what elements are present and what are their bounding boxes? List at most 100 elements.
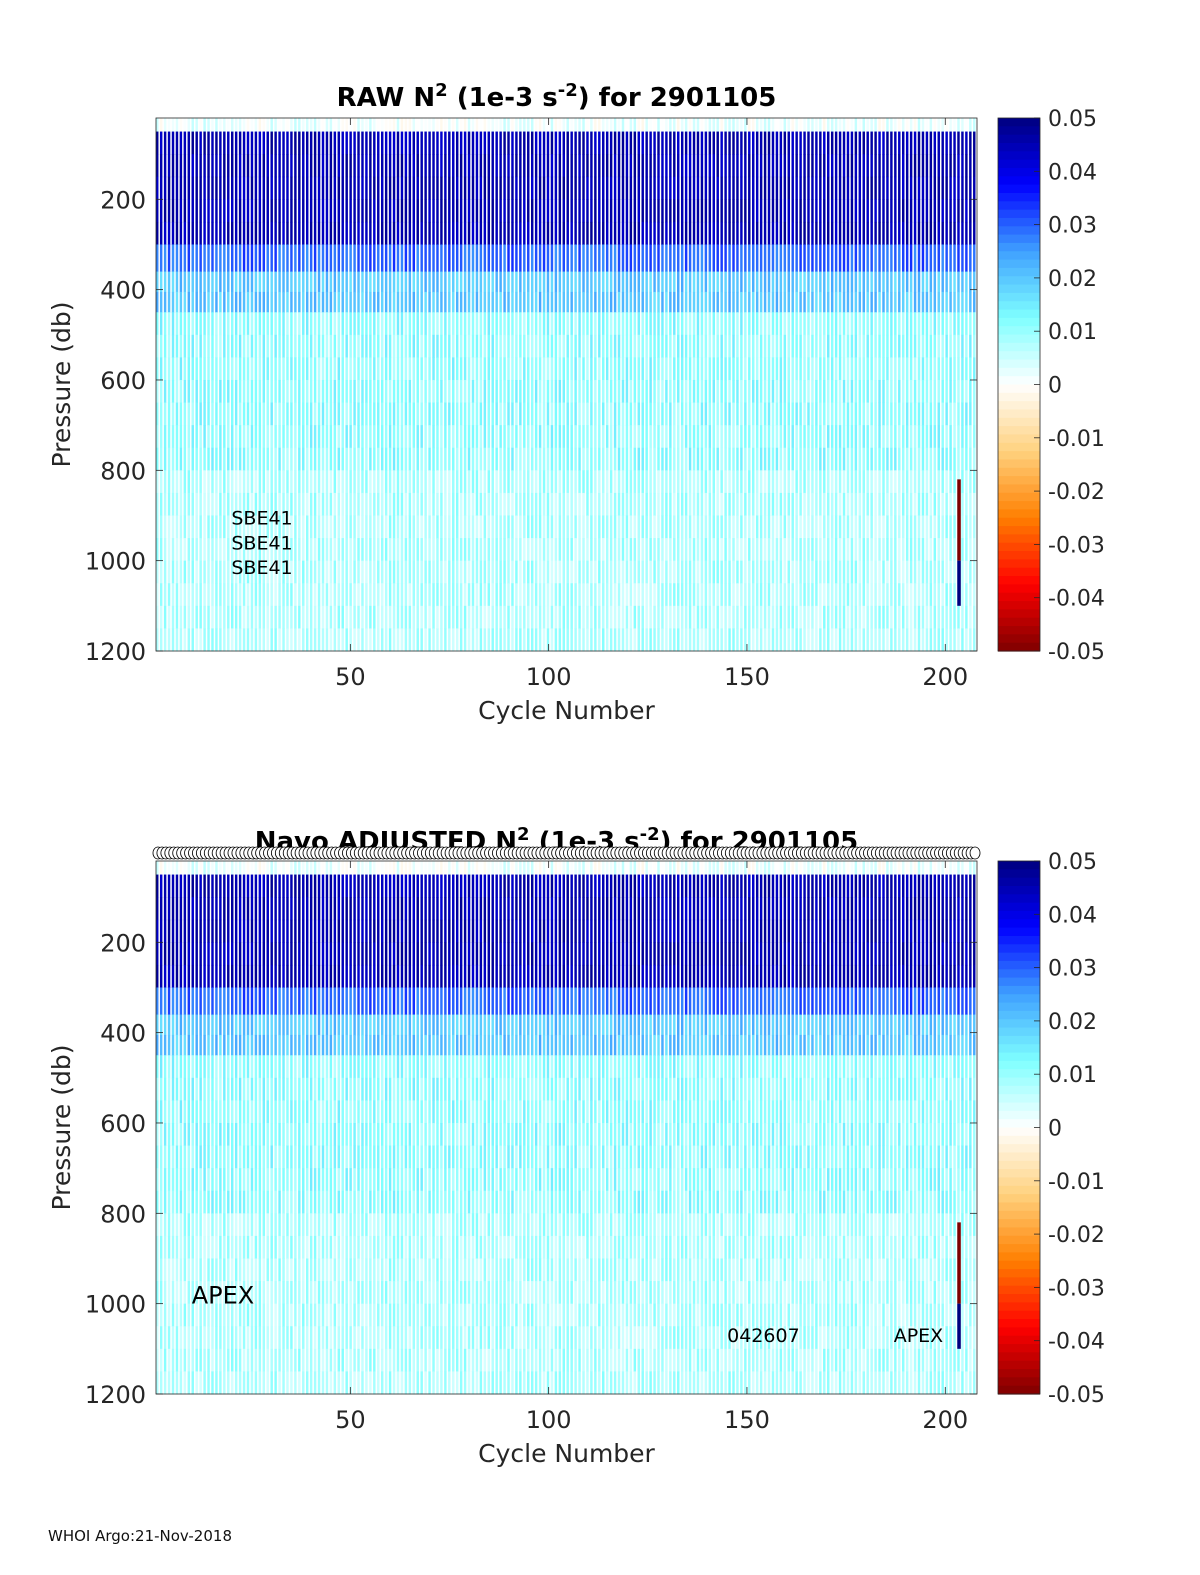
heatmap-cell — [416, 118, 419, 133]
heatmap-cell — [546, 628, 550, 652]
heatmap-cell — [365, 176, 368, 200]
heatmap-cell — [874, 470, 877, 494]
heatmap-cell — [491, 470, 494, 494]
heatmap-cell — [842, 176, 846, 200]
heatmap-cell — [503, 334, 506, 358]
heatmap-cell — [909, 154, 913, 178]
heatmap-cell — [894, 118, 897, 133]
heatmap-cell — [913, 244, 917, 273]
heatmap-cell — [665, 447, 668, 471]
heatmap-cell — [909, 560, 913, 584]
heatmap-cell — [933, 271, 937, 293]
heatmap-cell — [807, 515, 810, 539]
heatmap-cell — [357, 605, 360, 629]
heatmap-cell — [973, 560, 976, 584]
heatmap-cell — [254, 425, 258, 449]
heatmap-cell — [523, 221, 526, 245]
heatmap-cell — [250, 357, 254, 381]
heatmap-cell — [767, 583, 771, 607]
heatmap-cell — [404, 176, 408, 200]
heatmap-cell — [424, 492, 427, 516]
heatmap-cell — [266, 402, 269, 426]
heatmap-cell — [945, 118, 948, 133]
heatmap-cell — [941, 131, 944, 155]
heatmap-cell — [392, 199, 396, 223]
heatmap-cell — [179, 425, 183, 449]
heatmap-cell — [238, 583, 242, 607]
heatmap-cell — [305, 538, 309, 562]
heatmap-cell — [830, 492, 834, 516]
heatmap-cell — [329, 492, 333, 516]
heatmap-cell — [673, 425, 676, 449]
heatmap-cell — [171, 470, 175, 494]
heatmap-cell — [503, 492, 506, 516]
heatmap-cell — [463, 402, 467, 426]
heatmap-cell — [519, 560, 522, 584]
heatmap-cell — [815, 244, 818, 273]
heatmap-cell — [503, 154, 506, 178]
heatmap-cell — [321, 176, 325, 200]
heatmap-cell — [669, 154, 672, 178]
heatmap-cell — [578, 244, 581, 273]
heatmap-cell — [834, 515, 838, 539]
heatmap-cell — [657, 118, 660, 133]
heatmap-cell — [266, 560, 269, 584]
heatmap-cell — [199, 244, 202, 273]
heatmap-cell — [542, 515, 546, 539]
heatmap-cell — [783, 583, 787, 607]
heatmap-cell — [223, 334, 226, 358]
heatmap-cell — [325, 221, 329, 245]
heatmap-cell — [886, 402, 889, 426]
heatmap-cell — [329, 357, 333, 381]
heatmap-cell — [827, 538, 830, 562]
heatmap-cell — [609, 131, 613, 155]
heatmap-cell — [542, 425, 546, 449]
heatmap-cell — [882, 312, 885, 336]
heatmap-cell — [455, 447, 459, 471]
heatmap-cell — [227, 221, 230, 245]
heatmap-cell — [795, 312, 798, 336]
heatmap-cell — [692, 628, 696, 652]
heatmap-cell — [341, 492, 344, 516]
heatmap-cell — [282, 379, 285, 404]
heatmap-cell — [953, 291, 956, 313]
heatmap-cell — [775, 271, 779, 293]
heatmap-cell — [519, 199, 522, 223]
heatmap-cell — [874, 492, 877, 516]
heatmap-cell — [850, 154, 854, 178]
heatmap-cell — [890, 515, 893, 539]
heatmap-cell — [175, 560, 179, 584]
heatmap-cell — [846, 515, 850, 539]
heatmap-cell — [613, 425, 617, 449]
heatmap-cell — [266, 492, 269, 516]
heatmap-cell — [159, 605, 163, 629]
heatmap-cell — [578, 402, 581, 426]
heatmap-cell — [574, 131, 577, 155]
heatmap-cell — [219, 379, 222, 404]
heatmap-cell — [728, 131, 731, 155]
heatmap-cell — [894, 291, 897, 313]
heatmap-cell — [432, 425, 435, 449]
heatmap-cell — [195, 605, 198, 629]
heatmap-cell — [440, 470, 443, 494]
heatmap-cell — [874, 425, 877, 449]
heatmap-cell — [929, 291, 933, 313]
heatmap-cell — [716, 334, 719, 358]
heatmap-cell — [191, 271, 194, 293]
heatmap-cell — [523, 357, 526, 381]
heatmap-cell — [815, 154, 818, 178]
heatmap-cell — [159, 515, 163, 539]
heatmap-cell — [570, 221, 573, 245]
heatmap-cell — [546, 118, 550, 133]
heatmap-cell — [546, 271, 550, 293]
heatmap-cell — [432, 244, 435, 273]
heatmap-cell — [298, 154, 301, 178]
heatmap-cell — [605, 628, 609, 652]
heatmap-cell — [455, 271, 459, 293]
heatmap-cell — [574, 118, 577, 133]
heatmap-cell — [661, 271, 664, 293]
heatmap-cell — [732, 154, 735, 178]
heatmap-cell — [159, 312, 163, 336]
heatmap-cell — [878, 131, 881, 155]
heatmap-cell — [791, 538, 794, 562]
